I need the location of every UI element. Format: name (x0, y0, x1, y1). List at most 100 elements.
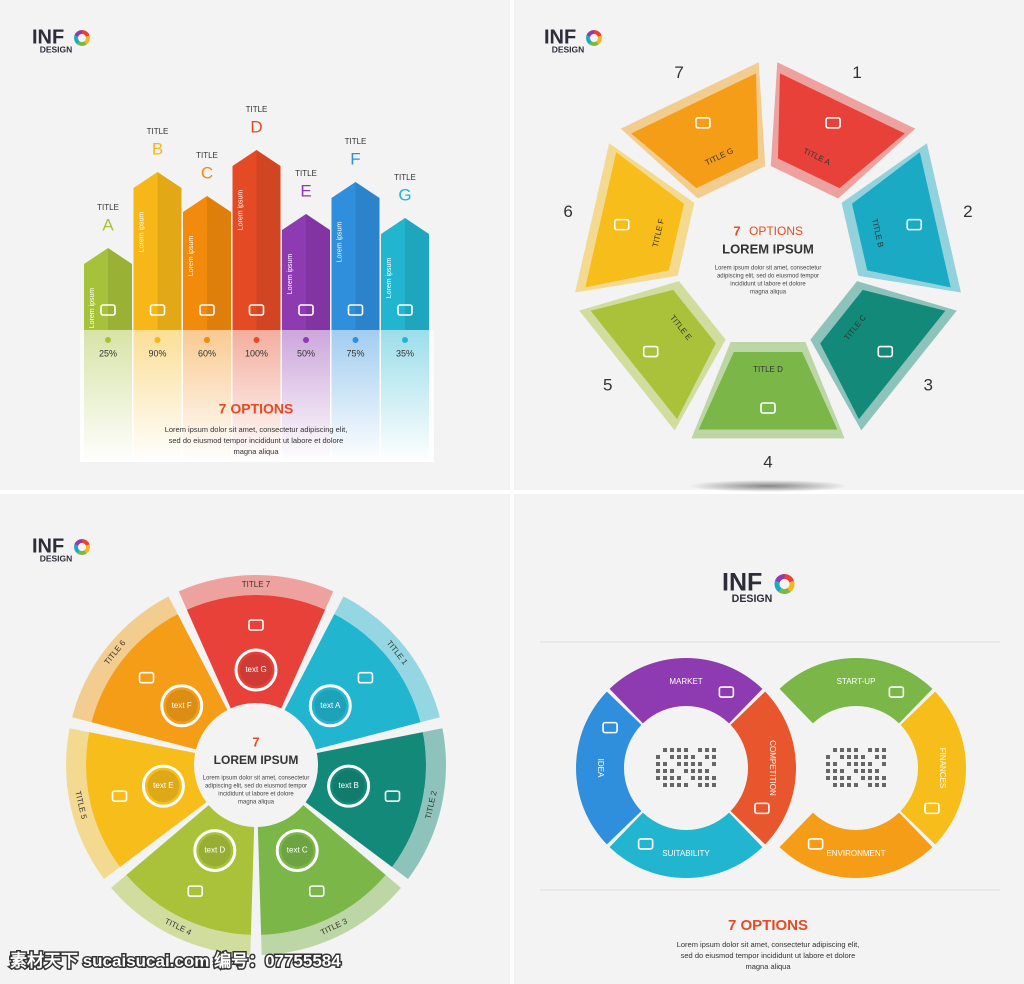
text-bubble (193, 829, 237, 873)
body-line: magna aliqua (233, 447, 279, 456)
percent: 90% (148, 348, 166, 358)
text-bubble-inner (147, 770, 180, 803)
map-dot (705, 776, 709, 780)
map-dot (684, 748, 688, 752)
logo-text: INF (544, 26, 576, 48)
map-dot (684, 783, 688, 787)
logo-ring (73, 35, 80, 45)
body-line: magna aliqua (238, 800, 275, 806)
segment (85, 732, 207, 867)
segment-number: 4 (763, 452, 772, 471)
map-dot (663, 783, 667, 787)
segment (698, 351, 838, 430)
icon (807, 838, 824, 850)
map-dot (875, 748, 879, 752)
map-dot (656, 755, 660, 759)
map-dot (868, 762, 872, 766)
percent: 25% (99, 348, 117, 358)
text-bubble-inner (332, 770, 365, 803)
segment-number: 7 (674, 63, 683, 82)
logo-ring (774, 574, 785, 583)
map-dot (847, 776, 851, 780)
item-note: Lorem ipsum (237, 190, 244, 231)
logo-sub: DESIGN (732, 593, 773, 605)
item-title: TITLE (295, 169, 317, 178)
map-dot (712, 755, 716, 759)
center (198, 707, 314, 823)
icon (397, 304, 413, 316)
logo-ring (787, 580, 795, 593)
item-letter: E (300, 181, 311, 200)
icon (308, 885, 325, 897)
logo-text: INF (722, 569, 762, 597)
logo-text: INF (32, 26, 64, 48)
bar-shade (256, 150, 281, 330)
map-dot (840, 783, 844, 787)
segment (900, 691, 966, 845)
icon (187, 885, 204, 897)
logo-sub: DESIGN (552, 44, 585, 54)
logo-sub: DESIGN (40, 553, 73, 563)
map-dot (854, 755, 858, 759)
logo-ring (778, 588, 791, 594)
dot (402, 337, 408, 343)
dot (105, 337, 111, 343)
map-dot (663, 776, 667, 780)
map-dot (854, 762, 858, 766)
map-dot (840, 769, 844, 773)
map-dot (663, 769, 667, 773)
segment-label: ENVIRONMENT (826, 849, 885, 858)
body-line: Lorem ipsum dolor sit amet, consectetur (203, 776, 310, 782)
logo-ring (594, 30, 602, 37)
logo-ring (82, 539, 90, 546)
map-dot (677, 755, 681, 759)
percent: 50% (297, 348, 315, 358)
text-bubble-inner (198, 834, 231, 867)
map-dot (854, 783, 858, 787)
segment-number: 2 (963, 202, 972, 221)
text-bubble (275, 829, 319, 873)
map-dot (840, 755, 844, 759)
segment-band (65, 728, 120, 879)
logo-ring (74, 30, 82, 37)
logo-ring (774, 580, 782, 593)
item-title: TITLE (345, 137, 367, 146)
map-dot (705, 783, 709, 787)
text-bubble-inner (281, 834, 314, 867)
map-dot (698, 783, 702, 787)
icon (602, 721, 618, 734)
item-note: Lorem ipsum (188, 236, 195, 277)
map-dot (868, 783, 872, 787)
icon (613, 218, 630, 231)
map-dot (833, 762, 837, 766)
map-dot (826, 776, 830, 780)
segment-text: text G (245, 665, 266, 674)
map-dot (698, 769, 702, 773)
segment (576, 691, 642, 845)
icon (642, 345, 659, 358)
segment-text: text D (204, 846, 225, 855)
text-bubble-inner (314, 689, 347, 722)
watermark: 素材天下 sucaisucai.com 编号：07755584 (10, 950, 341, 970)
segment-number: 5 (603, 375, 612, 394)
subheading: LOREM IPSUM (722, 241, 814, 256)
icon (248, 304, 265, 316)
icon (924, 802, 940, 815)
map-dot (712, 762, 716, 766)
map-dot (861, 762, 865, 766)
dot (154, 337, 161, 343)
logo-ring (589, 41, 599, 46)
heading: 7 OPTIONS (219, 401, 294, 417)
text-bubble (234, 648, 278, 692)
map-dot (882, 755, 886, 759)
map-dot (833, 776, 837, 780)
map-dot (677, 762, 681, 766)
item-letter: A (102, 215, 114, 234)
map-dot (670, 776, 674, 780)
map-dot (705, 769, 709, 773)
map-dot (826, 762, 830, 766)
map-dot (705, 748, 709, 752)
logo-ring (77, 41, 87, 47)
body-line: incididunt ut labore et dolore (730, 282, 806, 288)
